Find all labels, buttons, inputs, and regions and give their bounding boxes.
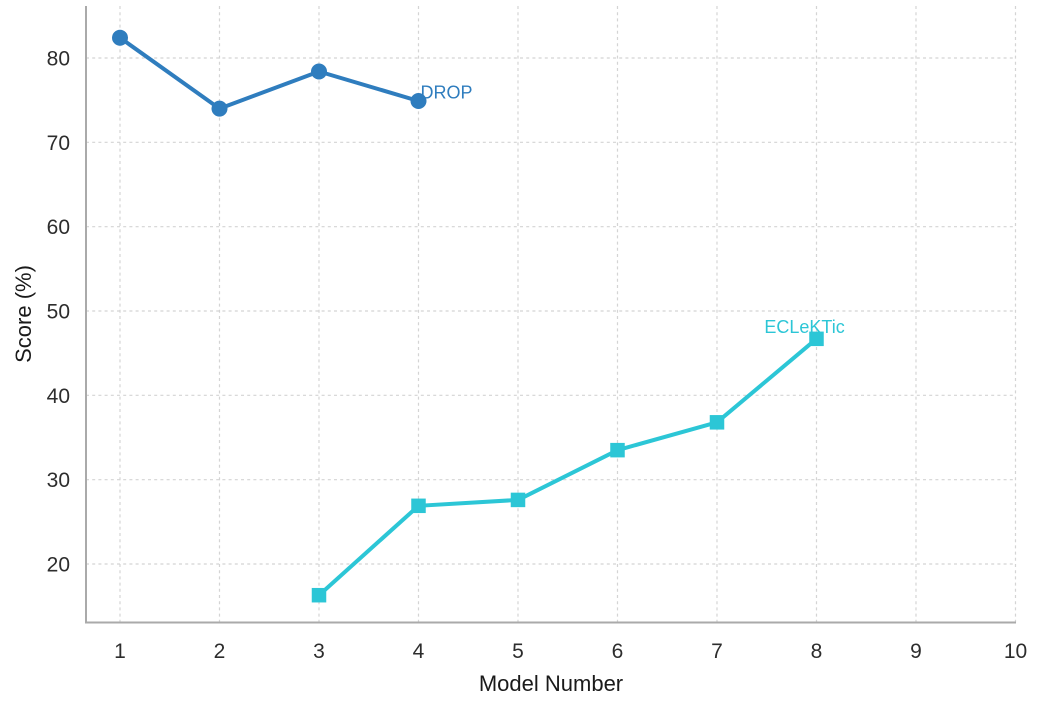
y-axis-label: Score (%) bbox=[11, 265, 36, 363]
gridlines bbox=[86, 6, 1017, 623]
tick-labels: 1 2 3 4 5 6 7 8 9 10 20 30 40 50 60 70 80 bbox=[47, 48, 1028, 664]
square-marker bbox=[411, 498, 426, 514]
x-tick-label: 1 bbox=[114, 640, 126, 663]
series-drop: DROP bbox=[112, 29, 473, 117]
x-tick-label: 9 bbox=[910, 640, 922, 663]
y-tick-label: 20 bbox=[47, 553, 70, 576]
x-tick-label: 2 bbox=[214, 640, 226, 663]
x-tick-label: 3 bbox=[313, 640, 325, 663]
circle-marker bbox=[311, 63, 327, 80]
series-eclektic: ECLeKTic bbox=[311, 317, 845, 603]
square-marker bbox=[809, 331, 824, 347]
series-line bbox=[317, 336, 819, 598]
x-tick-label: 4 bbox=[413, 640, 425, 663]
x-tick-label: 7 bbox=[711, 640, 723, 663]
x-tick-label: 8 bbox=[811, 640, 823, 663]
axes-spines bbox=[85, 6, 1016, 624]
series-annotation: DROP bbox=[420, 82, 472, 102]
square-marker bbox=[709, 415, 725, 430]
y-tick-label: 40 bbox=[47, 385, 70, 408]
circle-marker bbox=[211, 100, 228, 117]
y-tick-label: 50 bbox=[47, 300, 70, 323]
square-marker bbox=[610, 442, 625, 458]
x-axis-label: Model Number bbox=[479, 671, 623, 696]
x-tick-label: 6 bbox=[612, 640, 624, 663]
y-tick-label: 70 bbox=[47, 132, 70, 155]
series-line bbox=[118, 35, 421, 111]
x-tick-label: 10 bbox=[1004, 640, 1027, 663]
square-marker bbox=[510, 492, 526, 508]
data-series: DROP ECLeKTic bbox=[112, 29, 845, 603]
y-tick-label: 60 bbox=[47, 216, 70, 239]
circle-marker bbox=[112, 29, 128, 46]
y-tick-label: 30 bbox=[47, 469, 70, 492]
square-marker bbox=[311, 587, 327, 603]
x-tick-label: 5 bbox=[512, 640, 524, 663]
circle-marker bbox=[410, 93, 427, 110]
y-tick-label: 80 bbox=[47, 48, 70, 71]
series-annotation: ECLeKTic bbox=[764, 317, 844, 337]
